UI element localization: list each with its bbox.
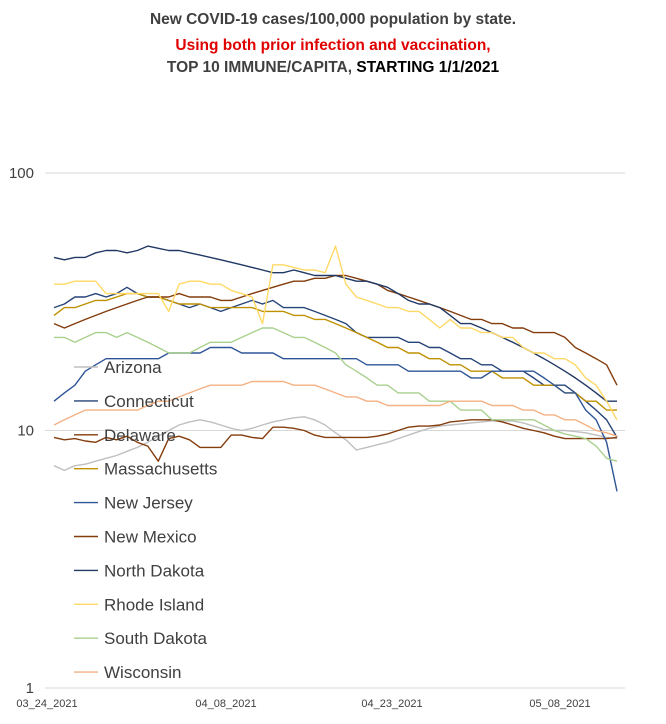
x-tick-label: 03_24_2021 <box>16 698 77 710</box>
series-line-delaware <box>53 419 618 462</box>
legend-label: New Mexico <box>104 528 197 547</box>
legend-label: Arizona <box>104 358 162 377</box>
series-line-new-jersey <box>53 346 618 492</box>
chart-title-line3: TOP 10 IMMUNE/CAPITA, STARTING 1/1/2021 <box>0 57 666 79</box>
legend-label: North Dakota <box>104 561 205 580</box>
legend: Arizona Connecticut Delaware Massachusetts N… <box>74 358 217 682</box>
chart-title-line3-part1: TOP 10 IMMUNE/CAPITA, <box>166 59 357 76</box>
legend-label: New Jersey <box>104 494 193 513</box>
legend-label: Delaware <box>104 426 176 445</box>
legend-label: South Dakota <box>104 629 208 648</box>
y-tick-label: 100 <box>9 165 34 182</box>
legend-label: Massachusetts <box>104 460 217 479</box>
x-tick-label: 04_23_2021 <box>361 698 422 710</box>
chart-title-line2: Using both prior infection and vaccinati… <box>175 37 491 54</box>
chart-title-line3-part2: STARTING 1/1/2021 <box>356 59 500 76</box>
chart-title-line1: New COVID-19 cases/100,000 population by… <box>149 11 517 28</box>
series-line-arizona <box>53 416 618 472</box>
x-tick-label: 04_08_2021 <box>195 698 256 710</box>
series-line-rhode-island <box>54 245 618 421</box>
axes: 1 10 100 03_24_2021 04_08_2021 04_23_2021 05_0… <box>9 165 591 710</box>
gridlines <box>45 172 625 689</box>
y-tick-label: 10 <box>17 423 34 440</box>
y-tick-label: 1 <box>26 680 34 697</box>
series-line-south-dakota <box>54 327 618 462</box>
series-lines <box>53 245 618 492</box>
legend-label: Connecticut <box>104 392 194 411</box>
legend-label: Rhode Island <box>104 595 204 614</box>
series-line-wisconsin <box>53 380 618 437</box>
x-tick-label: 05_08_2021 <box>529 698 590 710</box>
legend-label: Wisconsin <box>104 663 181 682</box>
